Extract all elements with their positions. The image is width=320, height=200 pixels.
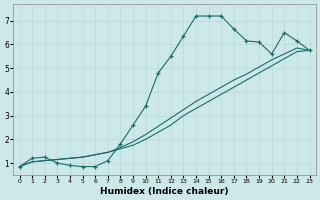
X-axis label: Humidex (Indice chaleur): Humidex (Indice chaleur) — [100, 187, 229, 196]
